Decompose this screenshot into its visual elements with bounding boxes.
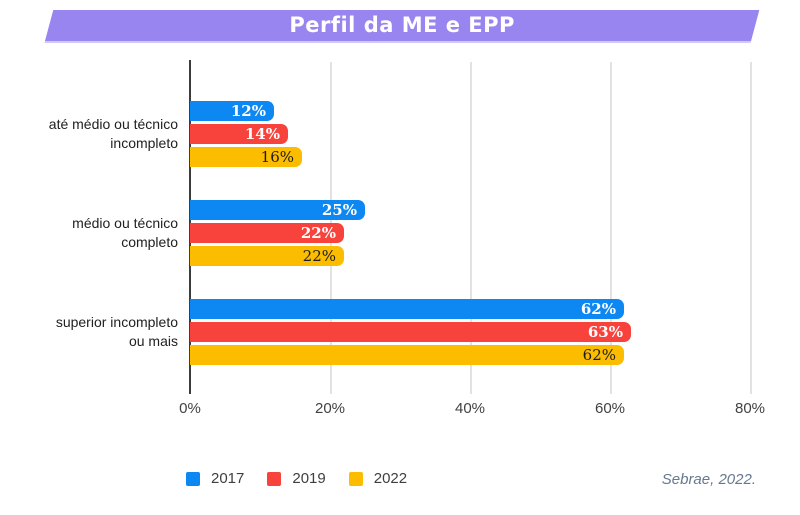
legend-item-2017: 2017 — [186, 470, 244, 487]
legend-swatch — [348, 471, 363, 486]
legend-swatch — [186, 471, 200, 486]
legend-label: 2022 — [373, 470, 408, 487]
plot-area: 12% 14% 16% 25% 22% 22% 62% 63% 62% — [189, 60, 771, 394]
bar-2019: 63% — [190, 322, 631, 342]
source-citation: Sebrae, 2022. — [661, 471, 756, 488]
bar-2019: 22% — [190, 223, 344, 243]
bar-value-label: 63% — [587, 323, 623, 341]
legend-item-2019: 2019 — [267, 470, 326, 487]
x-tick-label: 0% — [179, 400, 201, 417]
bar-2022: 22% — [190, 246, 344, 266]
bar-2017: 12% — [190, 101, 274, 121]
legend-item-2022: 2022 — [348, 470, 408, 487]
x-axis: 0% 20% 40% 60% 80% — [179, 400, 771, 422]
bar-value-label: 62% — [582, 346, 616, 364]
gridline — [750, 62, 752, 394]
bar-2022: 16% — [190, 147, 302, 167]
legend-label: 2019 — [292, 470, 326, 487]
bar-2017: 25% — [190, 200, 365, 220]
bar-value-label: 16% — [260, 148, 294, 166]
bar-2017: 62% — [190, 299, 624, 319]
category-row: 12% 14% 16% — [190, 101, 302, 170]
legend-swatch — [267, 471, 282, 486]
category-row: 25% 22% 22% — [190, 200, 365, 269]
x-tick-label: 60% — [594, 400, 626, 417]
bar-chart: até médio ou técnico incompleto médio ou … — [0, 60, 800, 417]
x-tick-label: 40% — [454, 400, 486, 417]
bar-2019: 14% — [190, 124, 288, 144]
category-row: 62% 63% 62% — [190, 299, 631, 368]
x-tick-label: 80% — [734, 400, 766, 417]
bar-2022: 62% — [190, 345, 624, 365]
title-banner: Perfil da ME e EPP — [45, 10, 760, 41]
bar-value-label: 12% — [230, 102, 266, 120]
bar-value-label: 25% — [321, 201, 357, 219]
gridline — [470, 62, 472, 394]
legend-label: 2017 — [211, 470, 245, 487]
bar-value-label: 22% — [300, 224, 336, 242]
bar-value-label: 14% — [244, 125, 280, 143]
category-label: até médio ou técnico incompleto — [48, 116, 178, 151]
bar-value-label: 62% — [580, 300, 616, 318]
gridline — [610, 62, 612, 394]
category-label: superior incompleto ou mais — [55, 314, 178, 349]
category-label: médio ou técnico completo — [72, 215, 178, 250]
x-tick-label: 20% — [314, 400, 346, 417]
legend: 2017 2019 2022 — [186, 470, 407, 487]
page-title: Perfil da ME e EPP — [289, 13, 515, 37]
bar-value-label: 22% — [302, 247, 336, 265]
category-labels: até médio ou técnico incompleto médio ou … — [8, 62, 178, 394]
